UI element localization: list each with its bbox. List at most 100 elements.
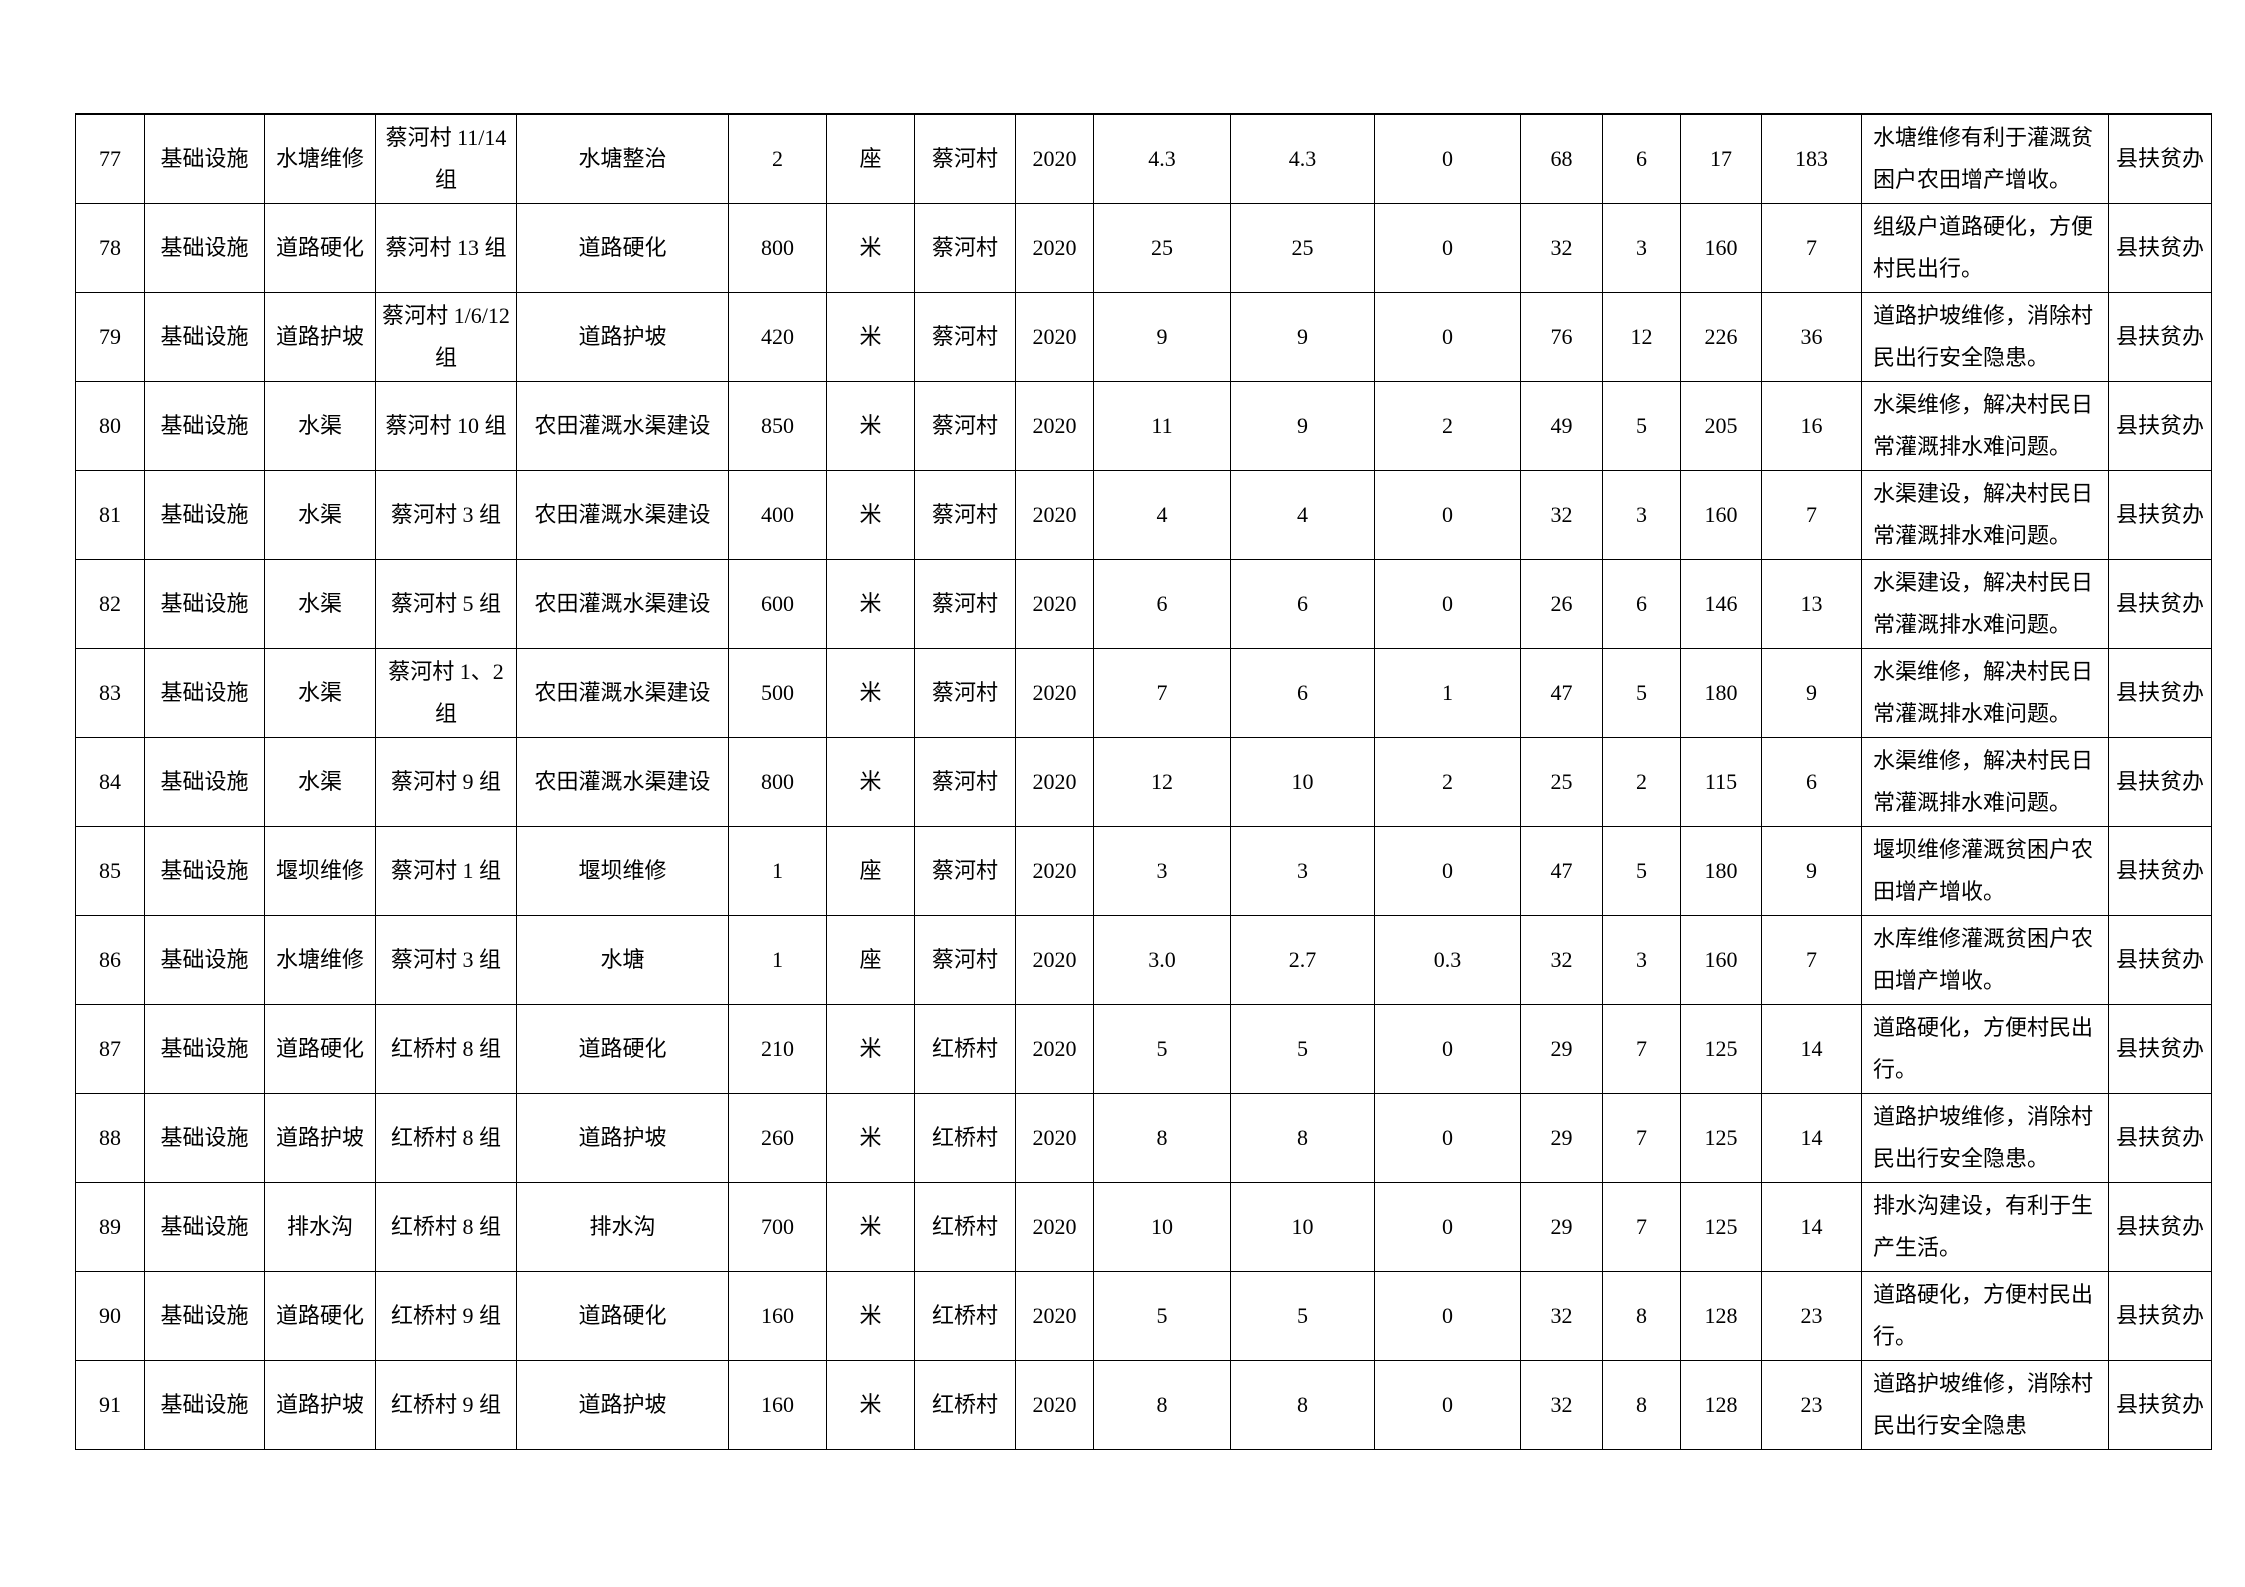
cell-location: 红桥村 8 组 [375,1004,517,1094]
cell-unit: 米 [826,559,915,649]
cell-stat2: 12 [1602,292,1681,382]
cell-stat1: 29 [1520,1004,1603,1094]
cell-project_name: 农田灌溉水渠建设 [516,470,729,560]
cell-stat1: 68 [1520,113,1603,204]
cell-agency: 县扶贫办 [2108,1271,2212,1361]
cell-village: 红桥村 [914,1271,1016,1361]
cell-year: 2020 [1015,915,1094,1005]
cell-village: 蔡河村 [914,113,1016,204]
cell-project_type: 水塘维修 [264,915,376,1005]
cell-index: 86 [75,915,145,1005]
cell-year: 2020 [1015,203,1094,293]
cell-category: 基础设施 [144,1093,265,1183]
cell-stat1: 47 [1520,648,1603,738]
cell-project_type: 道路硬化 [264,203,376,293]
cell-investment_part1: 5 [1230,1004,1375,1094]
cell-project_type: 道路护坡 [264,1093,376,1183]
cell-stat1: 32 [1520,470,1603,560]
cell-stat2: 7 [1602,1004,1681,1094]
cell-quantity: 850 [728,381,827,471]
cell-stat4: 183 [1761,113,1862,204]
cell-index: 82 [75,559,145,649]
table-row: 77 基础设施 水塘维修 蔡河村 11/14 组水塘整治 2 座蔡河村 2020 4.3 4.3… [75,113,2212,204]
cell-project_name: 排水沟 [516,1182,729,1272]
cell-agency: 县扶贫办 [2108,113,2212,204]
cell-project_name: 农田灌溉水渠建设 [516,737,729,827]
cell-project_name: 道路硬化 [516,203,729,293]
cell-index: 77 [75,113,145,204]
cell-investment_part2: 0 [1374,559,1521,649]
cell-location: 蔡河村 9 组 [375,737,517,827]
cell-investment_part2: 0.3 [1374,915,1521,1005]
cell-stat2: 6 [1602,113,1681,204]
cell-planned_investment: 9 [1093,292,1231,382]
cell-stat1: 32 [1520,203,1603,293]
cell-project_type: 道路硬化 [264,1004,376,1094]
cell-stat1: 32 [1520,1360,1603,1450]
cell-planned_investment: 8 [1093,1093,1231,1183]
cell-stat2: 5 [1602,648,1681,738]
cell-unit: 米 [826,1271,915,1361]
table-row: 87 基础设施 道路硬化 红桥村 8 组道路硬化 210 米红桥村 2020 5 5 0 29 7 12… [75,1004,2212,1094]
cell-stat2: 3 [1602,470,1681,560]
cell-year: 2020 [1015,648,1094,738]
cell-village: 蔡河村 [914,826,1016,916]
cell-project_type: 水渠 [264,737,376,827]
cell-index: 80 [75,381,145,471]
cell-stat3: 180 [1680,826,1762,916]
cell-agency: 县扶贫办 [2108,559,2212,649]
cell-stat2: 7 [1602,1182,1681,1272]
cell-project_type: 水塘维修 [264,113,376,204]
cell-village: 蔡河村 [914,381,1016,471]
cell-stat1: 32 [1520,1271,1603,1361]
cell-planned_investment: 25 [1093,203,1231,293]
cell-agency: 县扶贫办 [2108,203,2212,293]
cell-investment_part1: 6 [1230,559,1375,649]
cell-location: 蔡河村 1/6/12 组 [375,292,517,382]
cell-agency: 县扶贫办 [2108,1182,2212,1272]
cell-village: 红桥村 [914,1004,1016,1094]
table-row: 90 基础设施 道路硬化 红桥村 9 组道路硬化 160 米红桥村 2020 5 5 0 32 8 12… [75,1271,2212,1361]
cell-investment_part2: 0 [1374,1271,1521,1361]
cell-planned_investment: 3.0 [1093,915,1231,1005]
cell-description: 排水沟建设，有利于生产生活。 [1861,1182,2109,1272]
cell-quantity: 260 [728,1093,827,1183]
cell-description: 道路硬化，方便村民出行。 [1861,1271,2109,1361]
cell-planned_investment: 6 [1093,559,1231,649]
cell-quantity: 420 [728,292,827,382]
cell-stat2: 3 [1602,915,1681,1005]
cell-project_type: 排水沟 [264,1182,376,1272]
cell-quantity: 160 [728,1271,827,1361]
cell-investment_part1: 9 [1230,292,1375,382]
cell-index: 83 [75,648,145,738]
cell-category: 基础设施 [144,1004,265,1094]
cell-project_name: 农田灌溉水渠建设 [516,648,729,738]
cell-planned_investment: 8 [1093,1360,1231,1450]
cell-investment_part1: 3 [1230,826,1375,916]
cell-description: 水渠维修，解决村民日常灌溉排水难问题。 [1861,737,2109,827]
cell-category: 基础设施 [144,1360,265,1450]
cell-stat4: 9 [1761,826,1862,916]
cell-location: 蔡河村 5 组 [375,559,517,649]
cell-village: 红桥村 [914,1360,1016,1450]
cell-project_name: 道路硬化 [516,1004,729,1094]
cell-stat2: 7 [1602,1093,1681,1183]
cell-investment_part2: 2 [1374,381,1521,471]
cell-investment_part2: 0 [1374,1004,1521,1094]
cell-year: 2020 [1015,113,1094,204]
cell-category: 基础设施 [144,292,265,382]
cell-stat2: 8 [1602,1360,1681,1450]
cell-village: 蔡河村 [914,470,1016,560]
cell-project_type: 水渠 [264,559,376,649]
cell-investment_part1: 5 [1230,1271,1375,1361]
cell-index: 89 [75,1182,145,1272]
cell-investment_part2: 0 [1374,1360,1521,1450]
cell-planned_investment: 12 [1093,737,1231,827]
cell-village: 蔡河村 [914,559,1016,649]
cell-category: 基础设施 [144,203,265,293]
cell-unit: 米 [826,1360,915,1450]
cell-stat1: 25 [1520,737,1603,827]
cell-category: 基础设施 [144,826,265,916]
cell-planned_investment: 10 [1093,1182,1231,1272]
cell-quantity: 400 [728,470,827,560]
